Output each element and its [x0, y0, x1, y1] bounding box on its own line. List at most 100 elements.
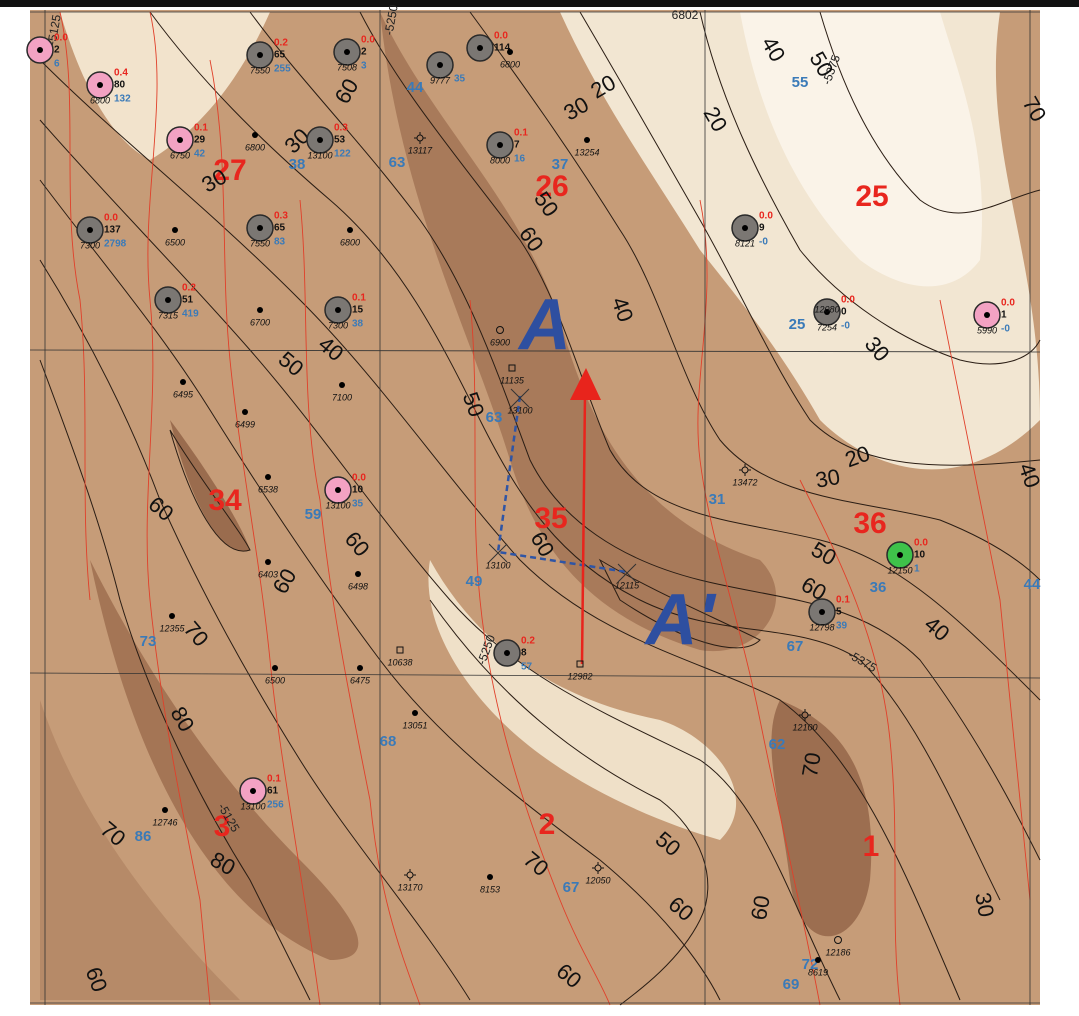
well-top-value: 15: [352, 305, 364, 316]
well-depth: 8153: [480, 884, 500, 894]
well: 6500: [265, 665, 285, 685]
well: 6800: [245, 132, 265, 152]
contour-label: 60: [746, 893, 775, 921]
well: 6800: [340, 227, 360, 247]
well-depth: 12150: [887, 565, 912, 575]
well-depth: 12100: [792, 722, 817, 732]
well-rays: [799, 709, 811, 721]
well-blue-value: 83: [274, 237, 286, 248]
well-rays: [404, 869, 416, 881]
cross-section-line: [496, 368, 628, 665]
well-depth: 6499: [235, 419, 255, 429]
blue-label: 68: [380, 733, 397, 750]
well-symbol: [496, 326, 504, 334]
well: 0.265 7550 255: [246, 38, 291, 75]
blue-label: 49: [466, 573, 483, 590]
well-symbol: [172, 227, 178, 233]
well-symbol: [508, 364, 516, 372]
contour-label: 70: [797, 750, 826, 778]
well-center: [87, 227, 93, 233]
well-blue-value: 6: [54, 59, 60, 70]
well-depth: 6800: [245, 142, 265, 152]
blue-label: 36: [870, 579, 887, 596]
section-number: 2: [539, 808, 556, 841]
well-symbol: [252, 132, 258, 138]
section-number: 27: [213, 154, 246, 187]
well-depth: 13117: [408, 145, 433, 155]
well: 12050: [585, 862, 611, 885]
well: 0.02 7508 3: [333, 35, 375, 72]
well-depth: 6498: [348, 581, 368, 591]
blue-label: 72: [802, 956, 819, 973]
well-rays: [592, 862, 604, 874]
well-top-value: 7: [514, 140, 520, 151]
well-blue-value: 39: [836, 621, 848, 632]
well-symbol: [507, 49, 513, 55]
well-depth: 10638: [387, 657, 412, 667]
well: 12115: [615, 563, 640, 590]
contour-label: 30: [813, 464, 841, 493]
well: 6800: [500, 49, 520, 69]
well-red-value: 0.1: [267, 774, 281, 785]
blue-label: 55: [792, 74, 809, 91]
well-blue-value: -0: [841, 321, 850, 332]
top-bar: [0, 0, 1079, 7]
well-depth-alt: 12080: [814, 304, 839, 314]
well-red-value: 0.0: [352, 473, 366, 484]
well-top-value: 1: [1001, 310, 1007, 321]
well: 0.02 6: [26, 33, 68, 70]
well-blue-value: 35: [352, 499, 364, 510]
well-depth: 13100: [307, 150, 332, 160]
well: 13254: [574, 137, 600, 157]
blue-label: 67: [787, 638, 804, 655]
well: 6900: [490, 326, 510, 347]
well-symbol: [815, 957, 821, 963]
well-depth: 8619: [808, 967, 828, 977]
section-number: 1: [863, 830, 880, 863]
well-depth: 6800: [340, 237, 360, 247]
blue-label: 37: [552, 156, 569, 173]
well-top-value: 53: [334, 135, 346, 146]
well-red-value: 0.1: [836, 595, 850, 606]
isopach-lines: [59, 11, 1031, 1006]
well-red-value: 0.2: [274, 38, 288, 49]
blue-label: 69: [783, 976, 800, 993]
well-blue-value: 255: [274, 64, 291, 75]
well-center: [257, 52, 263, 58]
well-red-value: 0.0: [841, 295, 855, 306]
well-blue-value: 57: [521, 662, 533, 673]
well: 8619: [808, 957, 828, 977]
well-depth: 13170: [397, 882, 422, 892]
well-top-value: 65: [274, 50, 286, 61]
blue-label: 73: [140, 633, 157, 650]
well-top-value: 80: [114, 80, 126, 91]
well: 12100: [792, 709, 818, 732]
well-red-value: 0.1: [194, 123, 208, 134]
section-number: 26: [535, 170, 568, 203]
well-top-value: 51: [182, 295, 194, 306]
well-blue-value: 132: [114, 94, 131, 105]
well-center: [97, 82, 103, 88]
well: 0.01 5990 -0: [973, 298, 1015, 335]
well-center: [824, 309, 830, 315]
well-depth: 5990: [977, 325, 997, 335]
well-top-value: 137: [104, 225, 121, 236]
well-top-value: 65: [274, 223, 286, 234]
well-depth: 7300: [80, 240, 100, 250]
well-top-value: 10: [352, 485, 364, 496]
well-depth: 6800: [90, 95, 110, 105]
well-red-value: 0.2: [521, 636, 535, 647]
well-depth: 6800: [500, 59, 520, 69]
well-center: [335, 307, 341, 313]
well-red-value: 0.0: [914, 538, 928, 549]
well-symbol: [347, 227, 353, 233]
well-depth: 13100: [240, 801, 265, 811]
blue-label: 44: [1024, 576, 1041, 593]
well: 13051: [402, 710, 428, 730]
